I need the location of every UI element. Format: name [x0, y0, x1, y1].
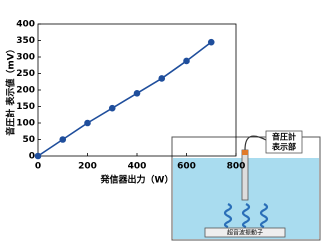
- x-tick-label: 400: [128, 162, 147, 172]
- data-point: [207, 38, 215, 46]
- data-point: [59, 136, 67, 143]
- cable: [244, 135, 267, 151]
- display-box: [265, 130, 303, 154]
- y-tick-label: 150: [16, 102, 35, 112]
- x-tick-label: 0: [35, 162, 41, 172]
- y-axis-label: 音圧計 表示値（mV）: [5, 44, 17, 135]
- y-tick-label: 300: [16, 53, 35, 63]
- y-tick-label: 100: [16, 119, 35, 129]
- data-point: [133, 90, 141, 97]
- y-tick-label: 200: [16, 86, 35, 96]
- transducer: [204, 227, 286, 238]
- x-axis-label: 発信器出力（W）: [100, 174, 174, 186]
- x-tick-label: 800: [227, 162, 246, 172]
- series-line: [37, 41, 212, 157]
- data-point: [158, 75, 166, 82]
- y-tick-label: 0: [29, 152, 35, 162]
- y-tick-label: 50: [22, 135, 35, 145]
- data-point: [108, 104, 116, 112]
- y-tick-label: 400: [16, 20, 35, 30]
- wave: [241, 203, 251, 229]
- y-tick-label: 350: [16, 36, 35, 46]
- x-tick-label: 200: [78, 162, 97, 172]
- display-label: 表示部: [271, 142, 296, 152]
- x-tick-label: 600: [177, 162, 196, 172]
- y-tick-label: 250: [16, 69, 35, 79]
- waves: [223, 203, 269, 229]
- data-point: [34, 152, 42, 160]
- wave: [259, 203, 269, 229]
- wave: [223, 203, 233, 229]
- sensor-rod: [241, 149, 249, 201]
- display-label: 音圧計: [272, 132, 296, 142]
- sensor-tip: [242, 150, 248, 155]
- data-point: [84, 119, 91, 127]
- transducer-label: 超音波振動子: [227, 229, 263, 237]
- data-point: [183, 57, 190, 65]
